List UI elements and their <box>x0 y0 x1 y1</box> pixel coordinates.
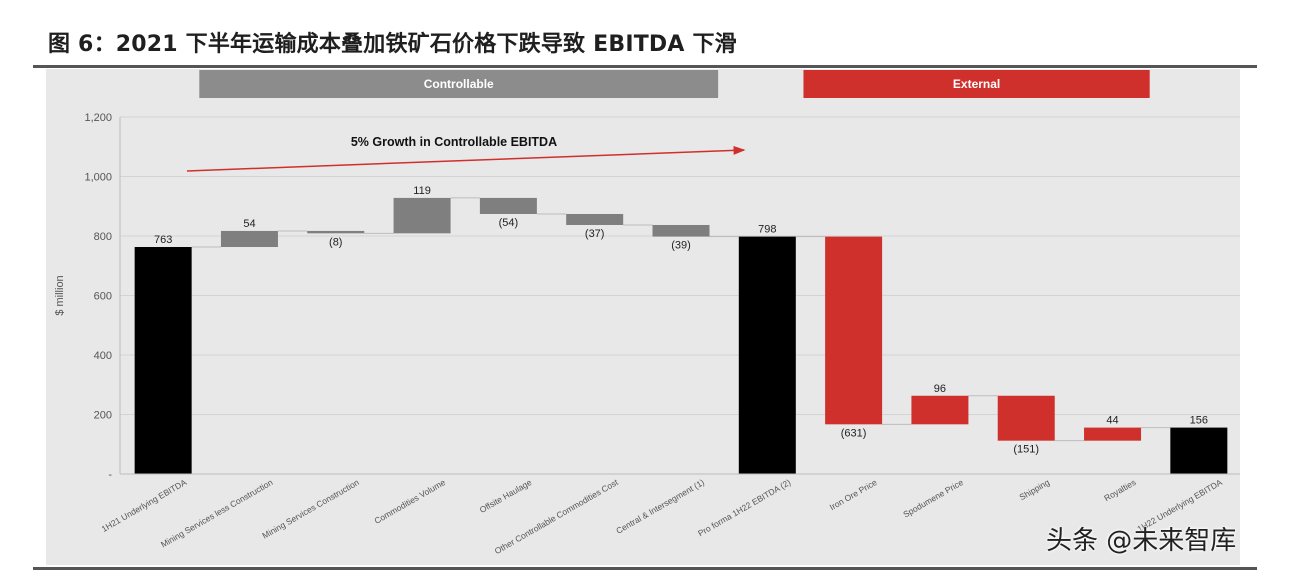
top-rule <box>33 65 1257 68</box>
y-tick-label: 1,200 <box>84 112 112 124</box>
bottom-rule <box>33 567 1257 570</box>
x-tick-label: Mining Services Construction <box>260 477 361 541</box>
data-label: 156 <box>1190 415 1208 427</box>
x-tick-label: Commodities Volume <box>373 477 448 526</box>
y-axis-title: $ million <box>54 275 66 315</box>
bars <box>134 197 1228 474</box>
data-label: 96 <box>934 383 946 395</box>
x-tick-label: Offsite Haulage <box>478 477 534 515</box>
y-tick-label: 1,000 <box>84 172 112 184</box>
section-header-label: External <box>953 77 1000 91</box>
data-label: (54) <box>499 217 519 229</box>
x-tick-label: Royalties <box>1102 477 1137 503</box>
data-label: 798 <box>758 224 776 236</box>
data-label: (151) <box>1013 444 1039 456</box>
bar-10 <box>997 395 1055 441</box>
data-label: (39) <box>671 240 691 252</box>
bar-9 <box>911 395 969 425</box>
bar-5 <box>566 213 624 225</box>
bar-8 <box>825 236 883 425</box>
y-tick-label: 200 <box>94 410 112 422</box>
data-label: 763 <box>154 234 172 246</box>
connectors <box>191 197 1171 442</box>
watermark: 头条 @未来智库 <box>1046 526 1237 556</box>
y-tick-label: 600 <box>94 291 112 303</box>
bar-11 <box>1084 427 1142 441</box>
y-tick-label: - <box>108 469 112 481</box>
x-tick-label: Pro forma 1H22 EBITDA (2) <box>696 477 792 538</box>
x-tick-label: Shipping <box>1018 477 1052 502</box>
section-header-controllable <box>199 70 719 98</box>
x-tick-label: Spodumene Price <box>901 477 965 520</box>
bar-6 <box>652 224 710 237</box>
figure-title: 图 6：2021 下半年运输成本叠加铁矿石价格下跌导致 EBITDA 下滑 <box>48 32 737 57</box>
y-tick-label: 400 <box>94 350 112 362</box>
data-label: (631) <box>841 427 867 439</box>
section-headers: Controllable External <box>199 70 1150 98</box>
data-labels: 763 54 (8) 119 (54) (37) (39) 798 (631) 96 (151) 44… <box>154 185 1208 456</box>
grid <box>120 116 1240 415</box>
data-label: (37) <box>585 228 605 240</box>
bar-4 <box>479 197 537 214</box>
waterfall-chart: - 200 400 600 800 1,000 1,200 $ million Control… <box>54 70 1240 556</box>
x-tick-label: Iron Ore Price <box>828 477 879 512</box>
section-header-label: Controllable <box>424 77 494 91</box>
bar-1 <box>220 230 278 248</box>
chart-panel: - 200 400 600 800 1,000 1,200 $ million Control… <box>46 69 1240 565</box>
bar-2 <box>307 230 365 234</box>
annotation: 5% Growth in Controllable EBITDA <box>186 135 746 172</box>
y-axis: - 200 400 600 800 1,000 1,200 $ million <box>54 112 121 481</box>
data-label: 54 <box>243 218 255 230</box>
data-label: 119 <box>413 185 431 197</box>
data-label: 44 <box>1106 415 1118 427</box>
bar-3 <box>393 197 451 234</box>
bar-7 <box>738 236 796 474</box>
bar-0 <box>134 247 192 474</box>
growth-arrow <box>186 145 746 172</box>
annotation-text: 5% Growth in Controllable EBITDA <box>351 135 557 149</box>
section-header-external <box>803 70 1150 98</box>
x-tick-label: 1H21 Underlying EBITDA <box>100 477 189 534</box>
data-label: (8) <box>329 236 342 248</box>
y-tick-label: 800 <box>94 231 112 243</box>
bar-12 <box>1170 427 1228 474</box>
x-tick-label: Central & Intersegment (1) <box>614 477 706 536</box>
